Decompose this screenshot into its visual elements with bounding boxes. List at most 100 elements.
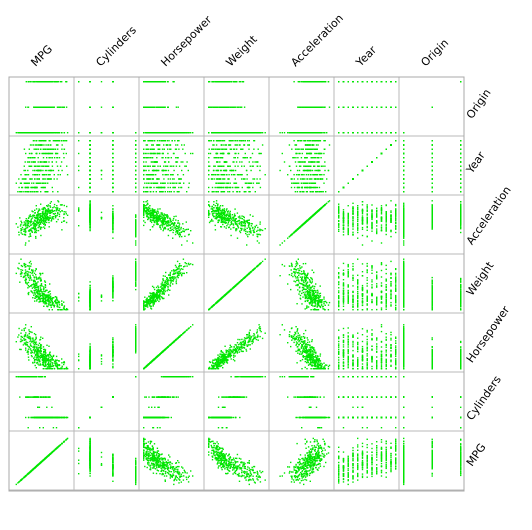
data-point: [61, 169, 63, 172]
data-point: [224, 81, 227, 83]
data-point: [208, 169, 210, 172]
data-point: [361, 81, 364, 83]
data-point: [22, 178, 25, 180]
data-point: [187, 132, 190, 134]
data-point: [347, 132, 349, 134]
data-point: [243, 144, 245, 146]
data-point: [326, 132, 328, 134]
data-point: [308, 161, 311, 163]
data-point: [51, 169, 53, 172]
data-point: [342, 81, 345, 83]
data-point: [324, 132, 326, 134]
data-point: [164, 191, 166, 193]
data-point: [28, 148, 30, 150]
data-point: [315, 144, 318, 146]
data-point: [148, 178, 150, 180]
data-point: [253, 178, 256, 180]
data-point: [319, 178, 321, 180]
data-point: [232, 191, 234, 193]
data-point: [281, 152, 283, 155]
data-point: [20, 174, 22, 176]
data-point: [217, 169, 219, 172]
data-point: [26, 182, 28, 184]
data-point: [287, 132, 289, 134]
data-point: [226, 174, 228, 176]
data-point: [314, 161, 316, 163]
data-point: [42, 140, 44, 142]
data-point: [318, 191, 320, 193]
data-point: [158, 186, 160, 189]
data-point: [210, 106, 212, 108]
data-point: [237, 144, 239, 146]
data-point: [180, 132, 182, 134]
data-point: [28, 132, 30, 134]
data-point: [146, 148, 148, 150]
data-point: [306, 178, 308, 180]
data-point: [44, 191, 47, 193]
data-point: [49, 152, 52, 155]
data-point: [145, 81, 148, 83]
data-point: [44, 132, 46, 134]
data-point: [320, 132, 323, 134]
data-point: [237, 174, 240, 176]
data-point: [38, 152, 41, 155]
data-point: [159, 152, 161, 155]
data-point: [143, 106, 145, 108]
data-point: [233, 140, 235, 142]
data-point: [315, 157, 317, 159]
data-point: [112, 186, 114, 189]
data-point: [57, 169, 60, 172]
data-point: [42, 174, 44, 176]
data-point: [172, 186, 175, 189]
data-point: [51, 106, 53, 108]
data-point: [214, 81, 216, 83]
data-point: [143, 191, 145, 193]
data-point: [212, 140, 215, 142]
data-point: [34, 132, 36, 134]
data-point: [151, 161, 154, 163]
data-point: [233, 148, 236, 150]
data-point: [293, 81, 295, 83]
data-point: [159, 81, 161, 83]
data-point: [47, 178, 49, 180]
data-point: [251, 165, 253, 167]
data-point: [147, 132, 149, 134]
data-point: [235, 140, 237, 142]
data-point: [328, 144, 331, 146]
data-point: [283, 161, 286, 163]
data-point: [299, 148, 301, 150]
data-point: [316, 132, 318, 134]
data-point: [297, 148, 300, 150]
data-point: [25, 106, 27, 108]
data-point: [295, 144, 297, 146]
data-point: [149, 191, 152, 193]
data-point: [228, 132, 230, 134]
data-point: [316, 148, 318, 150]
data-point: [228, 165, 230, 167]
data-point: [42, 148, 44, 150]
data-point: [380, 106, 383, 108]
data-point: [47, 152, 50, 155]
data-point: [314, 169, 316, 172]
data-point: [27, 174, 30, 176]
data-point: [178, 165, 181, 167]
data-point: [380, 132, 383, 134]
data-point: [160, 132, 162, 134]
data-point: [151, 144, 153, 146]
data-point: [300, 157, 303, 159]
data-point: [37, 161, 39, 163]
data-point: [26, 186, 28, 189]
data-point: [135, 165, 137, 167]
data-point: [240, 106, 242, 108]
data-point: [232, 132, 234, 134]
data-point: [29, 144, 32, 146]
data-point: [44, 152, 47, 155]
data-point: [147, 174, 149, 176]
data-point: [15, 182, 17, 184]
data-point: [325, 191, 327, 193]
data-point: [316, 81, 318, 83]
data-point: [304, 186, 306, 189]
data-point: [58, 106, 60, 108]
data-point: [178, 186, 180, 189]
data-point: [223, 106, 225, 108]
